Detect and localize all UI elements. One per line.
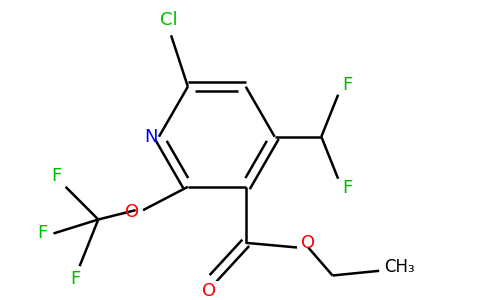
Text: Cl: Cl — [160, 11, 178, 29]
Text: F: F — [70, 270, 80, 288]
Text: O: O — [202, 282, 216, 300]
Text: F: F — [342, 76, 352, 94]
Text: F: F — [342, 179, 352, 197]
Text: N: N — [145, 128, 158, 146]
Text: F: F — [37, 224, 47, 242]
Text: O: O — [301, 234, 316, 252]
Text: O: O — [125, 203, 139, 221]
Text: CH₃: CH₃ — [384, 258, 415, 276]
Text: F: F — [51, 167, 61, 184]
